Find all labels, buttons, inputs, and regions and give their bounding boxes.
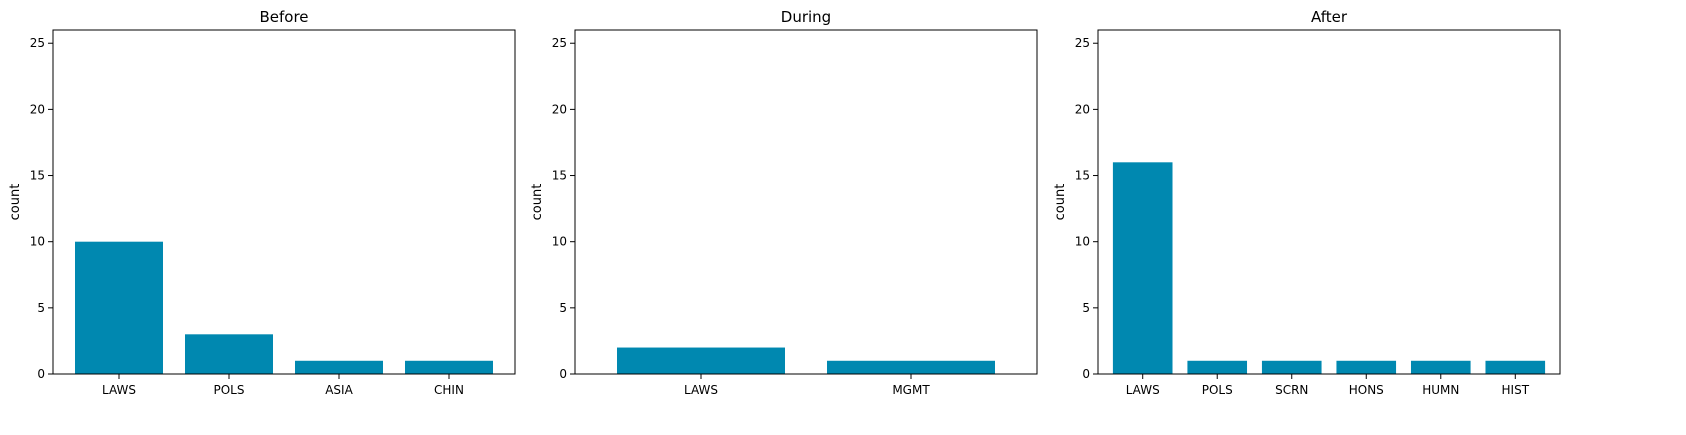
x-tick-label: POLS (1202, 383, 1233, 397)
y-tick-label: 5 (559, 301, 567, 315)
y-tick-label: 20 (552, 102, 567, 116)
x-tick-label: CHIN (434, 383, 464, 397)
y-tick-label: 5 (37, 301, 45, 315)
x-tick-label: MGMT (892, 383, 930, 397)
y-axis-label: count (1053, 184, 1068, 221)
y-tick-label: 15 (1075, 169, 1090, 183)
y-tick-label: 0 (37, 367, 45, 381)
bar-laws (1112, 162, 1173, 374)
y-tick-label: 25 (552, 36, 567, 50)
y-tick-label: 10 (30, 235, 45, 249)
bar-scrn (1261, 360, 1322, 374)
chart-panel-3: 0 5 10 15 20 25 LAWS POLS SCRN HONS HUMN HIST After c… (1053, 8, 1561, 397)
y-tick-label: 25 (1075, 36, 1090, 50)
axes-frame (1097, 29, 1561, 375)
bar-pols (185, 334, 273, 374)
x-tick-label: POLS (214, 383, 245, 397)
y-tick-label: 10 (552, 235, 567, 249)
y-tick-label: 10 (1075, 235, 1090, 249)
y-tick-label: 0 (1082, 367, 1090, 381)
bar-chin (405, 360, 493, 374)
y-tick-label: 5 (1082, 301, 1090, 315)
y-axis-label: count (530, 184, 545, 221)
y-axis-label: count (8, 184, 23, 221)
axes-frame (52, 29, 516, 375)
x-tick-label: HONS (1349, 383, 1384, 397)
x-tick-label: HIST (1502, 383, 1530, 397)
x-tick-label: LAWS (1126, 383, 1160, 397)
x-tick-label: ASIA (325, 383, 353, 397)
chart-panel-1: 0 5 10 15 20 25 LAWS POLS ASIA CHIN Before count (8, 8, 516, 397)
chart-panel-2: 0 5 10 15 20 25 LAWS MGMT During count (530, 8, 1038, 397)
bar-laws (617, 347, 785, 374)
y-tick-label: 25 (30, 36, 45, 50)
x-tick-label: LAWS (684, 383, 718, 397)
y-tick-label: 20 (1075, 102, 1090, 116)
panel-title: Before (259, 8, 308, 26)
y-tick-label: 20 (30, 102, 45, 116)
bar-mgmt (827, 360, 995, 374)
y-tick-label: 0 (559, 367, 567, 381)
bar-hons (1336, 360, 1397, 374)
y-tick-label: 15 (30, 169, 45, 183)
bar-humn (1410, 360, 1471, 374)
bar-asia (295, 360, 383, 374)
panel-title: After (1311, 8, 1348, 26)
bar-laws (75, 241, 163, 374)
panel-title: During (781, 8, 831, 26)
x-tick-label: SCRN (1275, 383, 1308, 397)
bar-pols (1187, 360, 1248, 374)
bar-hist (1485, 360, 1546, 374)
y-tick-label: 15 (552, 169, 567, 183)
axes-frame (574, 29, 1038, 375)
x-tick-label: LAWS (102, 383, 136, 397)
x-tick-label: HUMN (1422, 383, 1459, 397)
